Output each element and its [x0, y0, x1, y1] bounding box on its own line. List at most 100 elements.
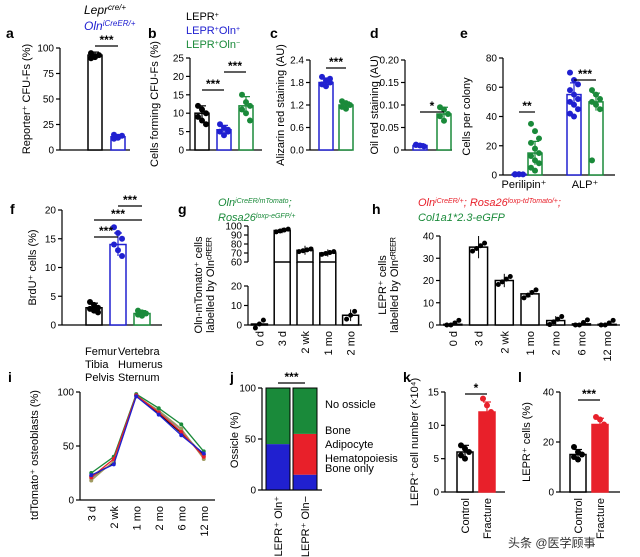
y-tick-label: 0.6: [290, 123, 304, 134]
data-point: [452, 320, 458, 326]
data-point: [256, 321, 262, 327]
significance-label: **: [522, 99, 532, 113]
legend-label: Pelvis: [85, 372, 115, 384]
y-axis-label: LEPR⁺ cells (%): [521, 402, 533, 482]
panel-letter: k: [403, 369, 411, 385]
data-point: [579, 451, 585, 458]
y-tick-label: 10: [423, 298, 435, 309]
y-tick-label: 40: [423, 232, 435, 243]
y-tick-label: 100: [239, 384, 256, 395]
significance-label: ***: [99, 33, 113, 47]
title-sup: loxp-eGFP/+: [256, 213, 296, 220]
y-tick-label: 20: [486, 141, 498, 152]
y-tick-label: 0: [178, 146, 184, 157]
legend-label: No ossicle: [325, 399, 376, 411]
data-point: [319, 251, 325, 257]
data-point: [252, 325, 258, 331]
data-point: [239, 91, 245, 98]
data-point: [589, 157, 595, 164]
y-tick-label: 0: [393, 146, 399, 157]
data-point: [597, 416, 603, 423]
panel-h: h OlniCreER/+; Rosa26loxp-tdTomato/+; Col1…: [372, 197, 620, 362]
legend-label: Bone only: [325, 463, 374, 475]
data-point: [239, 106, 245, 113]
legend-label: Hematopoiesis: [325, 453, 398, 465]
data-point: [567, 87, 573, 94]
data-point: [115, 133, 121, 140]
data-point: [277, 228, 283, 234]
data-point: [572, 322, 578, 328]
y-tick-label: 1.2: [290, 101, 304, 112]
title-sup: iCreER/mTomato: [235, 198, 289, 205]
y-tick-label: 0: [491, 171, 497, 182]
y-axis-label-1: Oln-mTomato⁺ cells: [193, 236, 205, 333]
data-point: [201, 451, 206, 456]
panel-l: l 0 20 40 LEPR⁺ cells (%) *** Control Fracture: [518, 369, 620, 539]
title-text: ; Rosa26: [464, 197, 509, 209]
data-point: [482, 240, 488, 246]
y-tick-label: 0: [428, 321, 434, 332]
data-point: [559, 314, 565, 320]
y-tick-label: 60: [486, 83, 498, 94]
data-point: [179, 426, 184, 431]
data-point: [111, 462, 116, 467]
data-point: [308, 246, 314, 252]
data-point: [217, 128, 223, 135]
data-point: [300, 248, 306, 254]
y-tick-label: 0: [236, 321, 242, 332]
y-tick-label: 70: [231, 249, 243, 260]
y-tick-label: 10: [428, 421, 440, 432]
y-tick-label: 100: [57, 388, 74, 399]
panel-letter: d: [370, 25, 379, 41]
data-point: [421, 143, 427, 150]
legend-sup: +: [215, 40, 219, 47]
data-point: [327, 250, 333, 256]
y-tick-label: 20: [45, 206, 57, 217]
panel-a: a 0 25 50 75 100 Reporter⁺ CFU-Fs (%) ***: [6, 25, 130, 157]
data-point: [156, 412, 161, 417]
x-tick-label: Fracture: [482, 498, 494, 539]
x-tick-label: 2 mo: [346, 331, 358, 355]
x-tick-label: 12 mo: [602, 331, 614, 362]
significance-label: ***: [578, 67, 592, 81]
data-point: [575, 456, 581, 463]
data-point: [195, 113, 201, 120]
data-point: [201, 454, 206, 459]
panel-letter: f: [10, 201, 15, 217]
y-tick-label: 0.05: [380, 123, 400, 134]
data-point: [445, 111, 451, 117]
data-point: [119, 235, 125, 242]
data-point: [532, 167, 538, 174]
data-point: [327, 75, 333, 82]
y-axis-label: tdTomato⁺ osteoblasts (%): [29, 390, 41, 520]
x-tick-label: LEPR⁺ Oln−: [300, 496, 312, 557]
data-point: [88, 50, 94, 57]
y-tick-label: 80: [231, 240, 243, 251]
data-point: [343, 105, 349, 112]
panel-letter: c: [270, 25, 278, 41]
significance-label: ***: [123, 193, 137, 207]
x-category-label: ALP⁺: [572, 179, 599, 191]
y-tick-label: 2.4: [290, 56, 304, 67]
data-point: [331, 249, 337, 255]
legend-label: LEPR+Oln+: [186, 25, 240, 37]
legend-label: Adipocyte: [325, 439, 373, 451]
data-point: [571, 101, 577, 108]
y-tick-label: 0: [250, 486, 256, 497]
significance-label: ***: [99, 224, 113, 238]
data-point: [601, 421, 607, 428]
chart-title: OlniCreER/+; Rosa26loxp-tdTomato/+;: [418, 197, 561, 209]
data-point: [323, 250, 329, 256]
data-point: [243, 110, 249, 117]
y-tick-label: 15: [45, 234, 57, 245]
x-tick-label: Control: [460, 498, 472, 533]
legend-label: LEPR+: [186, 11, 219, 23]
y-axis-label: Ossicle (%): [229, 412, 241, 468]
x-tick-label: 3 d: [474, 331, 486, 346]
data-point: [521, 295, 527, 301]
x-tick-label: 3 d: [86, 506, 98, 521]
legend-sup: +: [236, 26, 240, 33]
data-point: [260, 317, 266, 323]
